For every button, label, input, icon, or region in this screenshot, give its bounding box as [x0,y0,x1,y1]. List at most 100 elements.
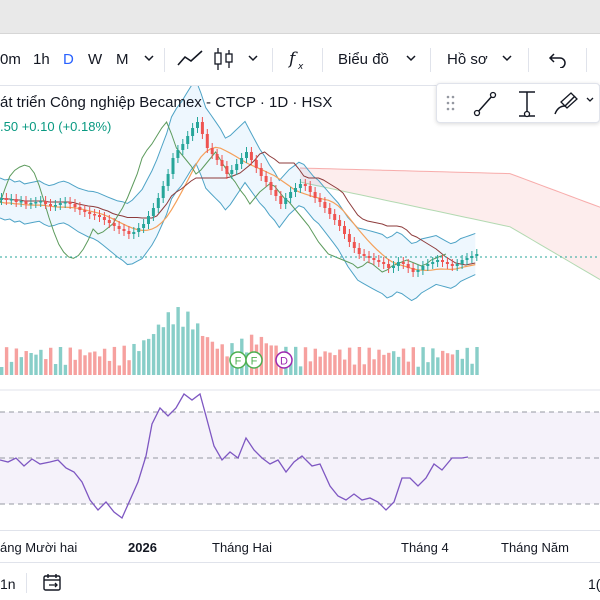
candle-body [313,192,317,198]
chevron-down-icon[interactable] [142,48,156,74]
volume-bar [343,359,347,375]
candle-body [230,170,234,174]
candle-body [298,184,302,188]
indicators-icon[interactable]: f x [287,46,309,76]
undo-icon[interactable] [548,48,568,74]
brush-tool-icon[interactable] [554,92,594,115]
chart-type-button[interactable]: Biểu đồ [338,51,389,68]
candle-body [367,256,371,258]
volume-bar [382,354,386,375]
interval-week[interactable]: W [88,51,103,68]
interval-minutes[interactable]: 0m [0,51,21,68]
candle-body [83,210,87,212]
candle-body [196,122,199,128]
chevron-down-icon[interactable] [404,48,418,74]
time-axis[interactable]: áng Mười hai 2026 Tháng Hai Tháng 4 Thán… [0,530,600,560]
candle-body [161,186,165,198]
volume-bar [347,347,352,375]
candle-body [225,166,229,174]
candle-body [406,264,410,268]
candle-body [445,262,449,264]
drawing-toolbar [436,83,600,123]
volume-bar [58,347,63,375]
volume-bar [117,365,121,375]
candle-body [58,203,62,205]
profile-button[interactable]: Hồ sơ [447,51,488,68]
price-legend: .50 +0.10 (+0.18%) [0,119,111,134]
volume-bar [83,355,87,375]
candle-body [112,223,116,226]
volume-bar [465,347,469,375]
candle-body [475,254,479,256]
candle-body [4,198,8,200]
candle-body [127,231,131,234]
cloud-line-a [299,167,600,208]
candle-body [186,136,190,144]
volume-bar [127,360,131,375]
volume-bar [205,337,210,375]
volume-bar [19,357,23,375]
volume-bar [78,349,82,375]
volume-bar [450,354,455,375]
calendar-range-icon[interactable] [42,572,64,597]
volume-bar [24,351,28,375]
volume-bar [460,358,464,375]
volume-bar [200,335,205,375]
candle-body [147,216,150,224]
candle-body [137,228,141,232]
candle-body [235,164,239,170]
volume-bar [392,351,396,375]
volume-bar [186,311,190,375]
volume-bar [0,367,4,375]
volume-bar [142,340,146,375]
candle-body [328,208,332,214]
volume-bar [436,357,440,375]
candle-body [274,190,278,196]
volume-bar [156,324,161,375]
volume-bar [406,361,411,375]
volume-bar [475,347,479,375]
candle-body [44,201,48,204]
line-tool-icon[interactable] [473,91,497,117]
chevron-down-icon[interactable] [246,48,260,74]
volume-bar [323,351,327,375]
interval-day[interactable]: D [63,51,74,68]
candle-body [215,154,219,160]
candle-body [122,229,126,231]
candle-body [333,214,337,220]
candle-body [156,198,160,208]
volume-bar [294,346,298,375]
chevron-down-icon[interactable] [500,48,514,74]
volume-bar [4,347,9,375]
trend-line-icon[interactable] [176,48,204,76]
candle-body [200,122,204,134]
price-change-percent: (+0.18%) [58,119,112,134]
volume-bar [225,356,229,375]
candle-body [102,217,106,220]
range-button[interactable]: 1n [0,576,16,592]
volume-bar [29,353,33,375]
volume-bar [470,363,474,375]
candlestick-icon[interactable] [212,46,236,78]
candle-body [279,196,283,204]
event-marker-label: D [280,356,288,368]
candle-body [53,205,57,207]
interval-month[interactable]: M [116,51,129,68]
volume-bar [176,307,180,375]
drag-handle-icon[interactable] [446,95,455,111]
volume-bar [147,338,151,375]
interval-1h[interactable]: 1h [33,51,50,68]
volume-bar [63,364,68,375]
volume-bar [215,348,219,375]
candle-body [269,182,273,190]
volume-bar [196,323,200,375]
candle-body [308,186,312,192]
last-price: .50 [0,119,19,134]
candle-body [392,266,395,268]
ichimoku-cloud [300,168,600,280]
vertical-measure-icon[interactable] [519,91,535,118]
toolbar-divider [528,48,529,72]
candle-body [176,150,180,158]
volume-bar [289,361,293,375]
